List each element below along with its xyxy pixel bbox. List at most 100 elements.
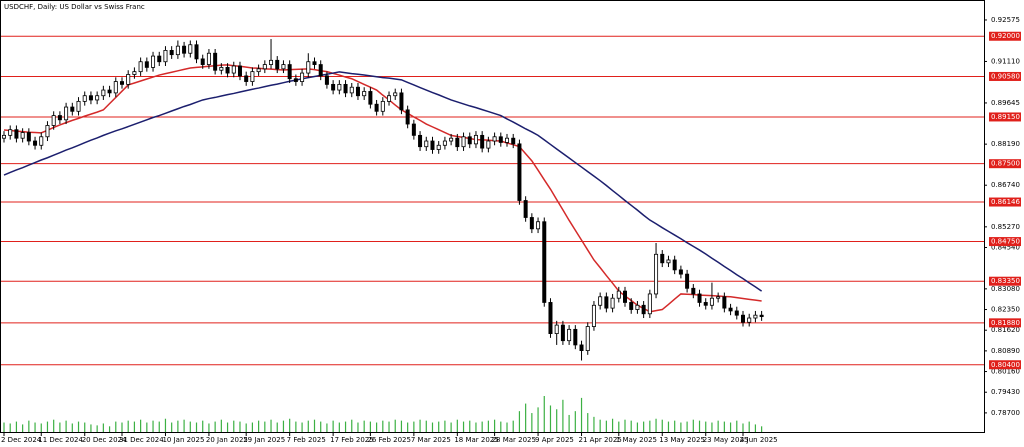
- candle-body: [380, 100, 385, 112]
- volume-bar: [500, 421, 502, 432]
- candle-body: [505, 137, 510, 143]
- volume-bar: [444, 420, 446, 432]
- volume-bar: [59, 422, 61, 432]
- volume-bar: [96, 425, 98, 432]
- candle-body: [287, 64, 292, 80]
- candle-body: [213, 52, 218, 71]
- candle-body: [430, 140, 435, 150]
- candle-body: [480, 134, 485, 149]
- plot-frame: [0, 0, 985, 433]
- x-tick-label: 31 Dec 2024: [119, 436, 164, 444]
- volume-bar: [289, 418, 291, 432]
- volume-bar: [413, 421, 415, 432]
- candle-body: [759, 314, 764, 318]
- x-tick-label: 2 Dec 2024: [1, 436, 42, 444]
- candle-body: [88, 95, 93, 101]
- candle-body: [654, 253, 659, 295]
- candle-body: [449, 137, 454, 142]
- volume-bar: [425, 420, 427, 432]
- volume-bar: [674, 420, 676, 432]
- candle-body: [163, 50, 168, 63]
- candle-body: [126, 74, 131, 85]
- candle-body: [529, 217, 534, 230]
- volume-bar: [77, 421, 80, 432]
- candle-body: [672, 259, 677, 271]
- volume-bar: [525, 403, 527, 432]
- volume-bar: [376, 422, 378, 432]
- candle-body: [206, 52, 211, 65]
- candle-body: [393, 92, 398, 97]
- candle-body: [169, 50, 174, 56]
- x-tick-label: 1 May 2025: [616, 436, 657, 444]
- x-tick-label: 23 May 2025: [703, 436, 749, 444]
- candle-body: [473, 134, 478, 145]
- volume-bar: [108, 426, 111, 432]
- candle-body: [616, 290, 621, 299]
- volume-bar: [189, 421, 191, 432]
- volume-bar: [40, 423, 42, 432]
- level-label: 0.92000: [991, 32, 1020, 40]
- volume-bar: [761, 426, 763, 432]
- y-tick-label: 0.78700: [991, 409, 1020, 417]
- candle-body: [591, 304, 596, 327]
- candle-body: [722, 296, 727, 309]
- volume-bar: [556, 409, 558, 432]
- candle-body: [405, 109, 410, 125]
- volume-bar: [742, 423, 744, 432]
- volume-bar: [506, 422, 508, 432]
- x-tick-label: 20 Dec 2024: [82, 436, 127, 444]
- candle-body: [716, 296, 721, 299]
- candle-body: [399, 92, 404, 111]
- candle-body: [244, 75, 249, 82]
- candle-body: [486, 140, 491, 149]
- candle-body: [461, 136, 466, 148]
- candle-body: [579, 344, 584, 351]
- volume-bar: [276, 422, 278, 432]
- candle-body: [349, 86, 354, 94]
- volume-bar: [630, 420, 632, 432]
- candle-body: [492, 136, 497, 142]
- volume-bar: [574, 411, 576, 432]
- volume-bar: [245, 423, 247, 432]
- candle-body: [237, 65, 242, 77]
- candle-body: [560, 324, 565, 342]
- x-tick-label: 17 Feb 2025: [330, 436, 374, 444]
- volume-bar: [65, 420, 67, 432]
- volume-bar: [686, 421, 688, 432]
- volume-bar: [53, 419, 55, 432]
- candle-body: [647, 293, 652, 315]
- x-tick-label: 13 May 2025: [659, 436, 705, 444]
- candle-body: [33, 140, 38, 146]
- y-tick-label: 0.85270: [991, 223, 1020, 231]
- candle-body: [728, 307, 733, 312]
- volume-bar: [363, 420, 365, 432]
- candle-body: [387, 95, 392, 102]
- x-tick-label: 7 Feb 2025: [287, 436, 326, 444]
- volume-bar: [270, 419, 272, 432]
- candle-body: [542, 221, 547, 303]
- volume-bar: [512, 420, 514, 432]
- candle-body: [70, 106, 75, 112]
- volume-bar: [338, 422, 340, 432]
- volume-bar: [102, 423, 104, 432]
- candle-body: [629, 302, 634, 310]
- candle-body: [256, 68, 261, 73]
- volume-bar: [195, 422, 198, 432]
- candle-body: [598, 296, 603, 306]
- level-label: 0.83350: [991, 277, 1020, 285]
- volume-bar: [177, 420, 179, 432]
- candle-body: [511, 137, 516, 145]
- volume-bar: [332, 420, 334, 432]
- candle-body: [269, 59, 274, 65]
- candle-body: [703, 302, 708, 306]
- x-tick-label: 26 Feb 2025: [367, 436, 411, 444]
- volume-bar: [419, 419, 421, 432]
- x-tick-label: 20 Jan 2025: [206, 436, 248, 444]
- candle-body: [678, 269, 683, 275]
- volume-bar: [599, 419, 601, 432]
- candle-body: [362, 91, 367, 97]
- candle-body: [14, 129, 19, 139]
- candle-body: [610, 297, 615, 309]
- y-tick-label: 0.86740: [991, 181, 1020, 189]
- volume-bar: [431, 422, 434, 432]
